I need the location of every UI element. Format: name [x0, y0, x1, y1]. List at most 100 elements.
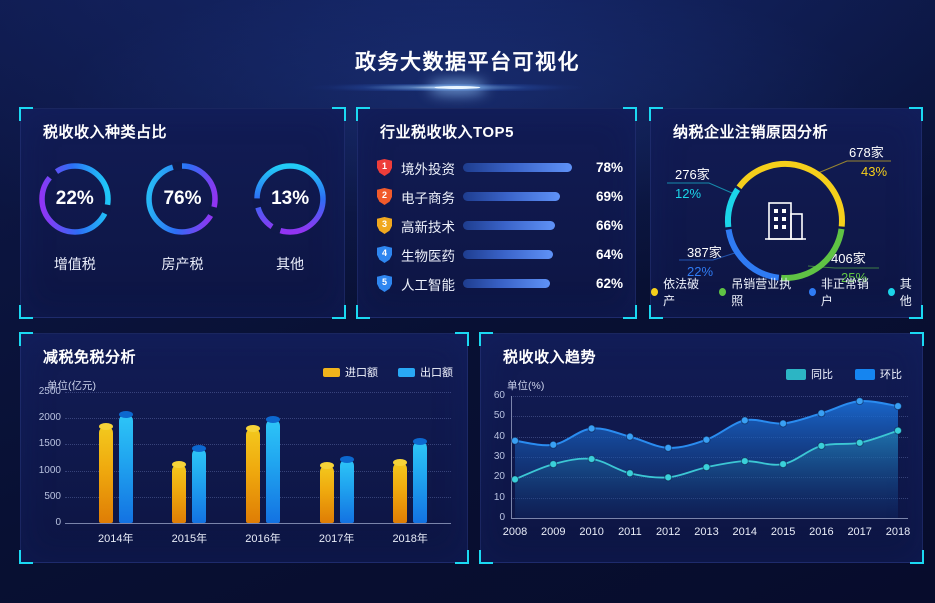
bar-fill	[463, 221, 556, 230]
corner-decoration	[623, 107, 637, 121]
y-tick-label: 50	[493, 410, 505, 422]
donut-callout-license-revoked: 406家 25%	[831, 251, 867, 285]
top5-row: 5 人工智能 62%	[377, 269, 623, 298]
legend-item-mom[interactable]: 环比	[855, 366, 902, 382]
gridline	[65, 523, 451, 524]
legend-label: 其他	[899, 277, 912, 308]
legend-item-abnormal[interactable]: 非正常销户	[808, 275, 875, 309]
bar-cap	[319, 462, 334, 470]
industry-label: 生物医药	[401, 248, 455, 264]
bar-import	[393, 459, 408, 523]
bar-import	[172, 460, 187, 523]
top5-row: 3 高新技术 66%	[377, 211, 623, 240]
x-tick-label: 2017	[847, 526, 872, 538]
x-tick-label: 2018年	[392, 533, 428, 545]
legend-item-other[interactable]: 其他	[887, 275, 921, 309]
bar-cap	[266, 415, 280, 423]
donut-legend: 依法破产 吊销营业执照 非正常销户 其他	[651, 275, 921, 309]
callout-percent: 12%	[675, 186, 702, 201]
corner-decoration	[356, 305, 370, 319]
legend-swatch	[855, 368, 875, 380]
axis-unit-label: 单位(亿元)	[47, 380, 96, 392]
area-chart: 0 10 20 30 40 50 60 2008 2009 2010 2011 2012 2013 201…	[481, 334, 922, 562]
legend-dot	[887, 288, 895, 296]
callout-count: 678家	[849, 145, 884, 160]
callout-percent: 22%	[687, 264, 714, 279]
bar-fill	[463, 279, 550, 288]
panel-title: 纳税企业注销原因分析	[673, 124, 829, 141]
x-tick-label: 2014	[732, 526, 758, 538]
axis-unit-label: 单位(%)	[507, 380, 545, 392]
rank-number: 5	[381, 277, 387, 287]
legend-item-license-revoked[interactable]: 吊销营业执照	[719, 275, 796, 309]
rank-number: 2	[381, 190, 387, 200]
ring-chart-other: 13% 其他	[237, 159, 344, 274]
y-tick-label: 10	[493, 491, 505, 503]
rank-number: 4	[381, 248, 387, 258]
legend-swatch	[398, 367, 415, 377]
panel-industry-top5: 行业税收收入TOP5 1 境外投资 78% 2 电子商务 69% 3 高新技术 …	[356, 107, 637, 319]
corner-decoration	[479, 550, 493, 564]
gridline	[511, 396, 908, 397]
x-tick-label: 2016	[809, 526, 834, 538]
bar-fill	[463, 192, 560, 201]
corner-decoration	[910, 332, 924, 346]
rank-badge-icon: 4	[377, 246, 392, 263]
x-tick-label: 2015	[770, 526, 796, 538]
corner-decoration	[479, 332, 493, 346]
panel-tax-trend: 税收收入趋势 单位(%) 同比 环比 0 10 20 30 40 50 60 2008 2009…	[479, 332, 924, 564]
y-tick-label: 30	[493, 451, 505, 462]
chart-legend: 进口额 出口额	[323, 364, 453, 380]
legend-item-exports[interactable]: 出口额	[398, 364, 453, 380]
callout-count: 276家	[675, 167, 710, 182]
bar-export	[118, 411, 133, 523]
page-title: 政务大数据平台可视化	[355, 51, 580, 74]
corner-decoration	[649, 107, 663, 121]
y-tick-label: 0	[55, 517, 61, 528]
corner-decoration	[19, 550, 33, 564]
corner-decoration	[909, 107, 923, 121]
x-tick-label: 2016年	[245, 533, 281, 545]
panel-title: 税收收入趋势	[503, 349, 597, 366]
x-tick-label: 2008	[502, 526, 528, 538]
rank-badge-icon: 5	[377, 275, 392, 292]
ring-charts: 22% 增值税 76% 房产税 13% 其他	[21, 159, 344, 274]
corner-decoration	[455, 550, 469, 564]
legend-item-yoy[interactable]: 同比	[786, 366, 833, 382]
legend-item-bankruptcy[interactable]: 依法破产	[651, 275, 706, 309]
rank-number: 1	[381, 161, 387, 171]
donut-callout-other: 276家 12%	[675, 167, 710, 201]
callout-count: 406家	[831, 251, 866, 266]
rank-badge-icon: 3	[377, 217, 392, 234]
industry-label: 人工智能	[401, 277, 455, 293]
chart-legend: 同比 环比	[786, 366, 902, 382]
bar-fill	[463, 163, 573, 172]
legend-label: 同比	[811, 369, 833, 381]
bar-cap	[246, 424, 260, 432]
bar-track	[463, 250, 575, 259]
ring-label: 增值税	[53, 256, 96, 272]
gridline	[65, 418, 451, 420]
corner-decoration	[332, 305, 346, 319]
ring-label: 其他	[276, 256, 305, 272]
bar-import	[319, 462, 334, 523]
bar-cap	[98, 423, 113, 431]
top5-list: 1 境外投资 78% 2 电子商务 69% 3 高新技术 66% 4 生物医药 …	[377, 153, 623, 298]
x-tick-label: 2013	[694, 526, 719, 538]
corner-decoration	[19, 107, 33, 121]
panel-tax-reduction: 减税免税分析 单位(亿元) 进口额 出口额 0 500 1000 1500 2000 25…	[19, 332, 469, 564]
y-tick-label: 60	[493, 390, 505, 401]
rank-number: 3	[381, 219, 387, 229]
ring-chart-vat: 22% 增值税	[22, 159, 129, 274]
x-axis-line	[511, 518, 908, 519]
legend-label: 进口额	[345, 367, 378, 379]
gridline	[511, 416, 908, 418]
corner-decoration	[455, 332, 469, 346]
bar-track	[463, 279, 575, 288]
industry-value: 78%	[595, 160, 623, 175]
panel-title: 行业税收收入TOP5	[380, 124, 514, 141]
legend-item-imports[interactable]: 进口额	[323, 364, 378, 380]
x-tick-label: 2010	[579, 526, 604, 538]
industry-label: 高新技术	[401, 219, 455, 235]
legend-label: 依法破产	[663, 277, 700, 308]
